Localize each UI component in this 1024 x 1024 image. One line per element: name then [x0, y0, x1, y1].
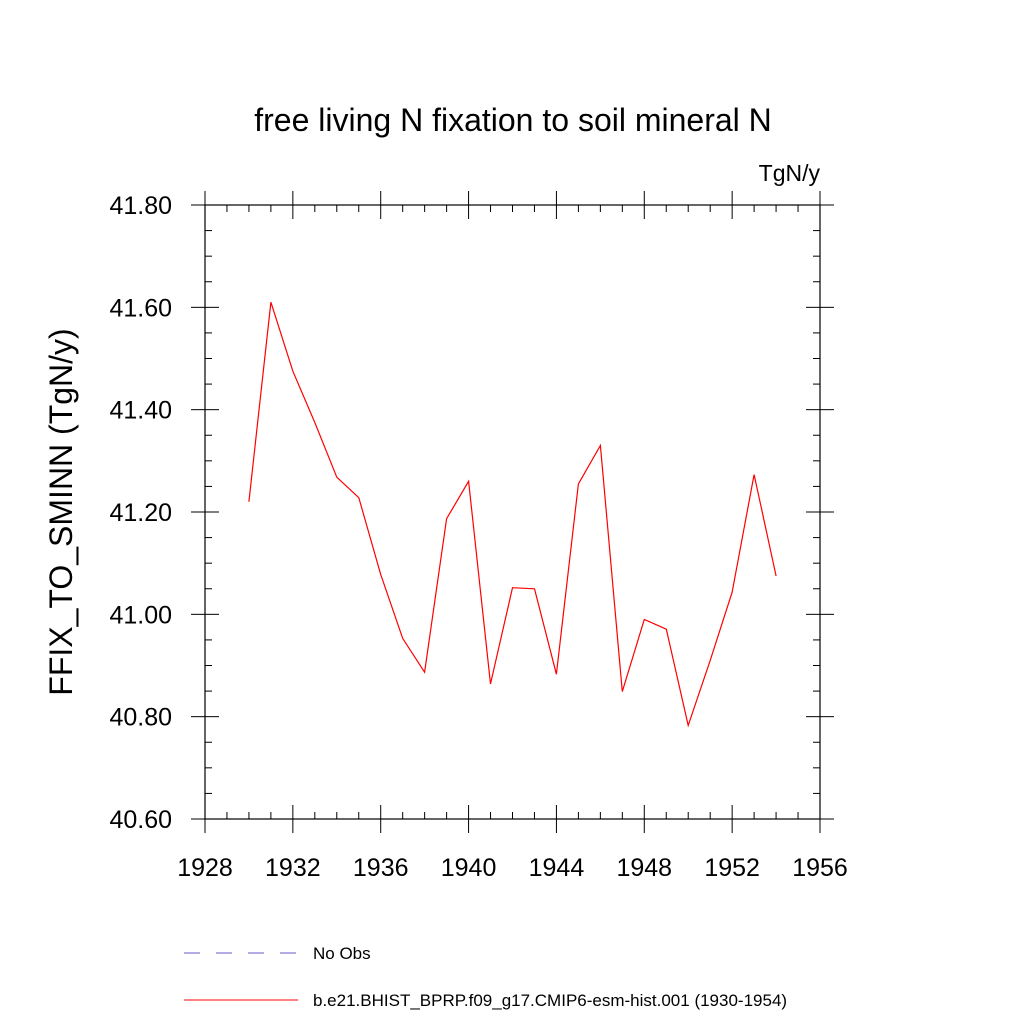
data-point: [599, 444, 602, 447]
data-point: [775, 574, 778, 577]
data-point: [533, 587, 536, 590]
data-point: [467, 480, 470, 483]
legend-label: b.e21.BHIST_BPRP.f09_g17.CMIP6-esm-hist.…: [313, 991, 787, 1010]
data-point: [687, 724, 690, 727]
data-point: [511, 586, 514, 589]
y-tick-label: 41.20: [109, 499, 172, 527]
data-point: [621, 690, 624, 693]
data-point: [335, 476, 338, 479]
y-tick-label: 40.60: [109, 806, 172, 834]
units-label: TgN/y: [759, 160, 821, 186]
y-tick-label: 41.80: [109, 192, 172, 220]
data-point: [291, 370, 294, 373]
series-layer: [247, 301, 778, 728]
x-tick-label: 1952: [704, 854, 760, 882]
y-tick-label: 40.80: [109, 704, 172, 732]
x-tick-label: 1948: [616, 854, 672, 882]
data-point: [665, 628, 668, 631]
chart-title: free living N fixation to soil mineral N: [254, 102, 772, 138]
x-tick-label: 1940: [441, 854, 497, 882]
data-point: [247, 500, 250, 503]
y-axis-label: FFIX_TO_SMINN (TgN/y): [43, 328, 79, 695]
data-point: [643, 618, 646, 621]
x-tick-label: 1936: [353, 854, 409, 882]
data-point: [269, 301, 272, 304]
x-tick-label: 1944: [529, 854, 585, 882]
data-point: [357, 496, 360, 499]
data-point: [555, 673, 558, 676]
x-tick-label: 1932: [265, 854, 321, 882]
axis-tick-labels: 1928 1932 1936 1940 1944 1948 1952 1956 40.60 40.…: [109, 192, 847, 882]
x-tick-label: 1928: [177, 854, 233, 882]
data-point: [313, 421, 316, 424]
data-point: [731, 591, 734, 594]
data-point: [445, 517, 448, 520]
y-tick-label: 41.40: [109, 397, 172, 425]
legend-label: No Obs: [313, 944, 371, 963]
data-point: [709, 659, 712, 662]
x-tick-label: 1956: [792, 854, 848, 882]
axis-ticks: [191, 191, 834, 833]
series-line: [248, 302, 777, 728]
data-point: [401, 637, 404, 640]
y-tick-label: 41.00: [109, 601, 172, 629]
data-point: [753, 473, 756, 476]
data-point: [489, 682, 492, 685]
data-point: [423, 671, 426, 674]
data-point: [379, 573, 382, 576]
plot-frame: [204, 204, 821, 820]
y-tick-label: 41.60: [109, 294, 172, 322]
data-point: [577, 482, 580, 485]
legend: No Obs b.e21.BHIST_BPRP.f09_g17.CMIP6-esm…: [184, 944, 787, 1010]
